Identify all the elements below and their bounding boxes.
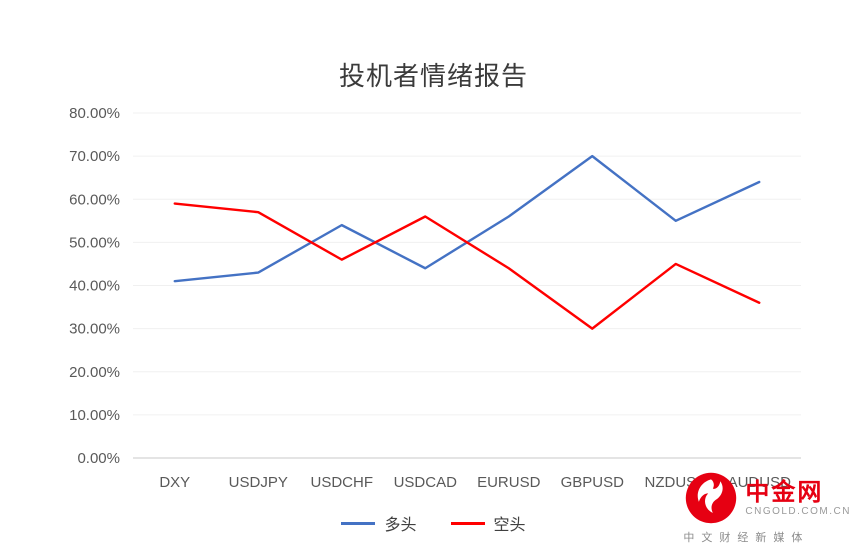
legend-marker (341, 521, 376, 525)
cngold-watermark: 中金网 CNGOLD.COM.CN 中文财经新媒体 (683, 470, 851, 545)
legend-item-1: 空头 (450, 511, 526, 535)
brand-tagline: 中文财经新媒体 (683, 532, 810, 544)
watermark-row: 中金网 CNGOLD.COM.CN (683, 470, 851, 526)
cngold-logo-icon (686, 472, 737, 524)
y-axis-tick-label: 0.00% (77, 450, 120, 467)
watermark-texts: 中金网 CNGOLD.COM.CN (745, 479, 851, 518)
brand-domain: CNGOLD.COM.CN (745, 506, 851, 518)
y-axis-tick-label: 80.00% (69, 105, 120, 122)
x-axis-label: USDJPY (229, 474, 288, 491)
y-axis-tick-label: 50.00% (69, 234, 120, 251)
x-axis-label: DXY (159, 474, 190, 491)
y-axis-tick-label: 40.00% (69, 278, 120, 295)
legend-item-0: 多头 (341, 511, 417, 535)
y-axis-tick-label: 10.00% (69, 407, 120, 424)
x-axis-label: AUDUSD (728, 474, 792, 491)
y-axis-tick-label: 20.00% (69, 364, 120, 381)
series-line-1 (173, 202, 761, 330)
brand-name: 中金网 (745, 478, 824, 506)
x-axis-label: GBPUSD (561, 474, 625, 491)
series-line-0 (173, 154, 761, 283)
chart-title: 投机者情绪报告 (338, 61, 528, 91)
x-axis-label: EURUSD (477, 474, 541, 491)
chart-legend: 多头 空头 (0, 511, 867, 535)
x-axis-label: USDCAD (394, 474, 458, 491)
y-axis-tick-label: 70.00% (69, 148, 120, 165)
legend-marker (450, 521, 485, 525)
y-axis-tick-label: 60.00% (69, 191, 120, 208)
y-axis-tick-label: 30.00% (69, 321, 120, 338)
x-axis-label: USDCHF (311, 474, 374, 491)
legend-label: 空头 (493, 517, 526, 534)
legend-label: 多头 (384, 517, 417, 534)
